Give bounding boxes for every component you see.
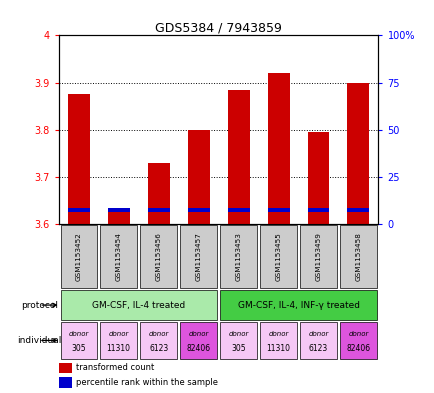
Text: donor: donor xyxy=(148,331,168,336)
Bar xyxy=(108,208,129,212)
Bar xyxy=(220,322,256,359)
Bar xyxy=(267,208,289,212)
Bar xyxy=(147,163,169,224)
Text: GM-CSF, IL-4, INF-γ treated: GM-CSF, IL-4, INF-γ treated xyxy=(237,301,358,310)
Bar xyxy=(180,225,216,288)
Bar xyxy=(140,322,176,359)
Text: individual: individual xyxy=(17,336,61,345)
Bar xyxy=(339,225,376,288)
Text: 6123: 6123 xyxy=(308,344,327,353)
Bar xyxy=(339,322,376,359)
Bar xyxy=(60,322,97,359)
Bar xyxy=(220,225,256,288)
Bar xyxy=(220,290,376,320)
Text: GSM1153452: GSM1153452 xyxy=(76,232,82,281)
Bar xyxy=(180,322,216,359)
Bar xyxy=(187,130,209,224)
Text: percentile rank within the sample: percentile rank within the sample xyxy=(76,378,218,387)
Text: donor: donor xyxy=(348,331,368,336)
Bar xyxy=(100,322,137,359)
Text: donor: donor xyxy=(188,331,208,336)
Text: 82406: 82406 xyxy=(345,344,370,353)
Bar xyxy=(60,225,97,288)
Bar xyxy=(267,73,289,224)
Bar xyxy=(307,132,329,224)
Bar xyxy=(227,208,249,212)
Text: 305: 305 xyxy=(71,344,86,353)
Bar xyxy=(59,362,71,373)
Bar xyxy=(108,208,129,224)
Text: protocol: protocol xyxy=(21,301,58,310)
Text: donor: donor xyxy=(228,331,248,336)
Text: 305: 305 xyxy=(231,344,245,353)
Text: GSM1153453: GSM1153453 xyxy=(235,232,241,281)
Text: GSM1153454: GSM1153454 xyxy=(115,232,122,281)
Text: transformed count: transformed count xyxy=(76,364,154,372)
Text: GSM1153456: GSM1153456 xyxy=(155,232,161,281)
Bar xyxy=(187,208,209,212)
Bar xyxy=(140,225,176,288)
Bar xyxy=(260,322,296,359)
Text: donor: donor xyxy=(308,331,328,336)
Text: 82406: 82406 xyxy=(186,344,210,353)
Text: GSM1153459: GSM1153459 xyxy=(315,232,321,281)
Bar xyxy=(299,322,336,359)
Bar xyxy=(147,208,169,212)
Bar xyxy=(299,225,336,288)
Bar xyxy=(68,94,89,224)
Text: GSM1153458: GSM1153458 xyxy=(355,232,361,281)
Bar xyxy=(68,208,89,212)
Text: GSM1153457: GSM1153457 xyxy=(195,232,201,281)
Bar xyxy=(347,83,368,224)
Text: donor: donor xyxy=(69,331,89,336)
Bar xyxy=(60,290,216,320)
Text: 11310: 11310 xyxy=(266,344,290,353)
Title: GDS5384 / 7943859: GDS5384 / 7943859 xyxy=(155,21,281,34)
Text: donor: donor xyxy=(268,331,288,336)
Bar xyxy=(307,208,329,212)
Bar xyxy=(227,90,249,224)
Text: GM-CSF, IL-4 treated: GM-CSF, IL-4 treated xyxy=(92,301,185,310)
Text: GSM1153455: GSM1153455 xyxy=(275,232,281,281)
Bar xyxy=(347,208,368,212)
Text: donor: donor xyxy=(108,331,128,336)
Text: 6123: 6123 xyxy=(149,344,168,353)
Bar xyxy=(59,377,71,387)
Bar xyxy=(100,225,137,288)
Text: 11310: 11310 xyxy=(106,344,130,353)
Bar xyxy=(260,225,296,288)
